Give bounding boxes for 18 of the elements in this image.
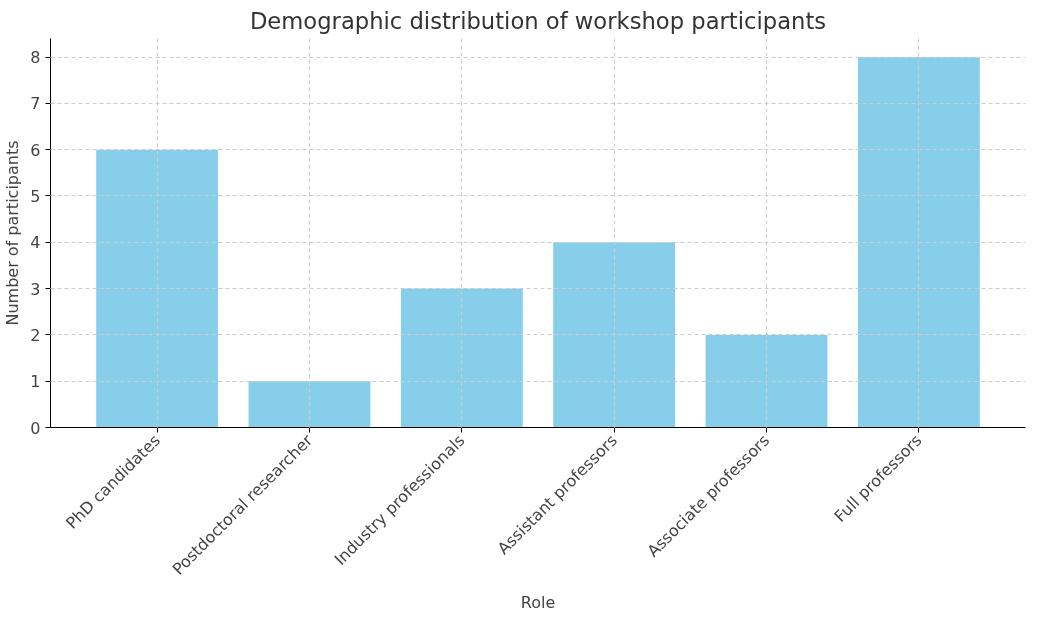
bar	[553, 242, 676, 428]
bar	[400, 288, 523, 428]
bar	[96, 149, 219, 428]
y-tick-label: 8	[30, 48, 41, 68]
bar	[248, 381, 371, 428]
y-axis-title: Number of participants	[3, 140, 23, 326]
y-tick-label: 4	[30, 233, 41, 253]
y-tick-label: 0	[30, 418, 41, 438]
y-tick-label: 5	[30, 186, 41, 206]
y-tick-label: 1	[30, 372, 41, 392]
y-tick-label: 6	[30, 140, 41, 160]
y-tick-label: 3	[30, 279, 41, 299]
chart-title: Demographic distribution of workshop participants	[249, 7, 827, 34]
y-tick-label: 7	[30, 94, 41, 114]
x-axis-title: Role	[520, 593, 556, 613]
bar	[705, 334, 828, 428]
bar	[857, 57, 980, 428]
y-tick-label: 2	[30, 325, 41, 345]
